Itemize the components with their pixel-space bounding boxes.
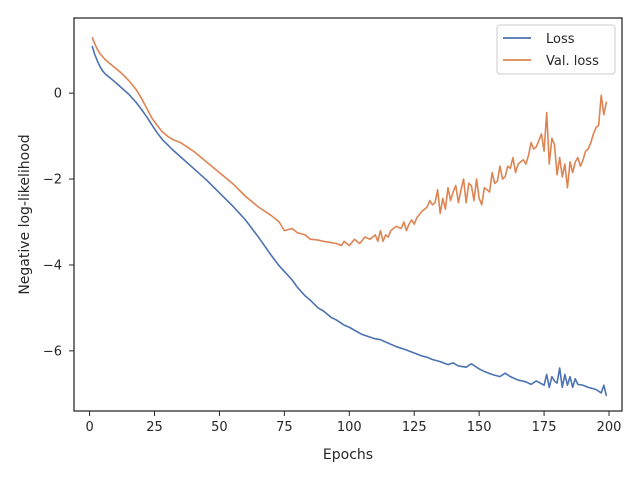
- y-tick-label: 0: [54, 87, 62, 102]
- y-tick-label: −2: [43, 173, 62, 188]
- legend: Loss Val. loss: [496, 24, 616, 75]
- x-tick-label: 200: [597, 420, 622, 435]
- y-axis-label: Negative log-likelihood: [17, 134, 33, 294]
- x-tick-label: 175: [532, 420, 557, 435]
- y-tick-label: −6: [43, 344, 62, 359]
- series-line-val-loss: [91, 37, 608, 247]
- series-layer: [91, 37, 608, 397]
- x-tick-label: 75: [276, 420, 293, 435]
- legend-label: Val. loss: [546, 54, 599, 69]
- x-axis-label: Epochs: [323, 447, 373, 463]
- x-tick-label: 25: [146, 420, 163, 435]
- legend-label: Loss: [546, 32, 575, 47]
- x-tick-label: 125: [402, 420, 427, 435]
- x-tick-label: 150: [467, 420, 492, 435]
- x-tick-label: 100: [337, 420, 362, 435]
- x-axis-ticks: 0 25 50 75 100 125 150 175 200: [85, 411, 621, 435]
- plot-frame: [73, 17, 623, 412]
- y-tick-label: −4: [43, 258, 62, 273]
- x-tick-label: 50: [211, 420, 228, 435]
- series-line-loss: [91, 45, 608, 397]
- y-axis-ticks: 0 −2 −4 −6: [43, 87, 74, 359]
- x-tick-label: 0: [85, 420, 93, 435]
